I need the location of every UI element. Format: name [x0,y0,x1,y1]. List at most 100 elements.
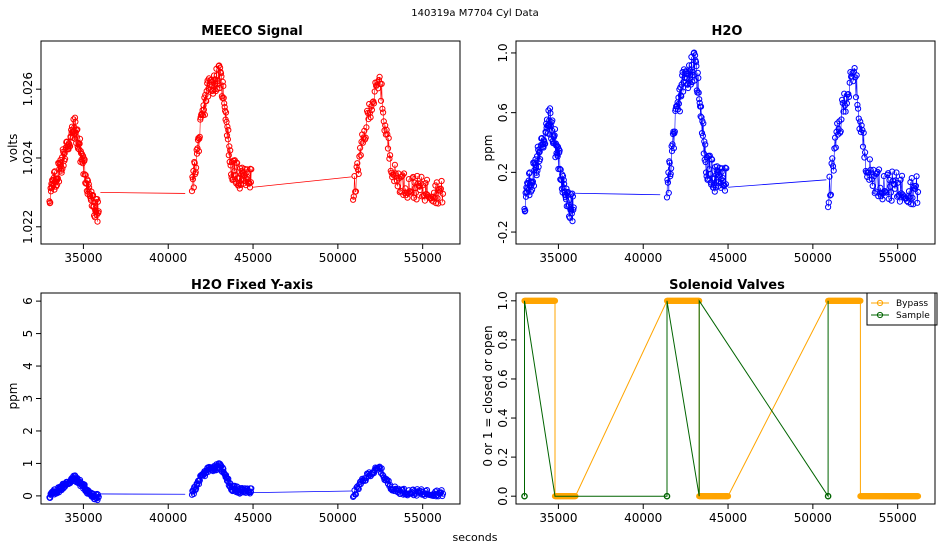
chart-title: MEECO Signal [201,24,302,39]
x-tick-label: 35000 [64,511,102,525]
plot-frame [40,40,461,245]
x-tick-label: 50000 [319,511,357,525]
x-tick-label: 40000 [149,511,187,525]
plot-area [521,49,922,225]
y-tick-label: 0.6 [496,103,510,122]
data-point [246,180,253,187]
data-point [375,464,382,471]
gap-line [575,192,661,196]
x-tick-label: 45000 [709,511,747,525]
series-line [352,76,444,204]
x-tick-label: 40000 [624,251,662,265]
data-point [223,474,230,481]
series-line [352,466,444,498]
data-point [383,126,390,133]
x-tick-label: 50000 [319,251,357,265]
x-tick-label: 35000 [64,251,102,265]
series-line [49,117,99,222]
plot-area [521,297,922,500]
chart-title: Solenoid Valves [669,278,785,293]
legend-bypass-marker [876,299,884,307]
x-tick-label: 40000 [149,251,187,265]
x-tick-label: 55000 [879,251,917,265]
series-line [191,462,252,495]
data-point [521,492,528,500]
y-tick-label: 6 [21,297,35,305]
y-tick-label: 5 [21,330,35,338]
x-tick-label: 55000 [404,511,442,525]
gap-line [253,490,352,494]
gap-line [253,176,352,188]
x-tick-label: 35000 [539,511,577,525]
y-axis-label: ppm [481,135,495,162]
x-tick-label: 40000 [624,511,662,525]
y-axis-label: 0 or 1 = closed or open [481,325,495,466]
data-point [824,492,832,500]
y-tick-label: 1.026 [21,72,35,106]
chart-title: H2O [712,24,743,39]
y-tick-label: 3 [21,395,35,403]
data-point [882,188,889,195]
y-tick-label: 0.8 [496,330,510,349]
y-tick-label: 1.0 [496,291,510,310]
figure-suptitle: 140319a M7704 Cyl Data [411,8,538,19]
y-tick-label: 2 [21,427,35,435]
series-line [191,64,252,192]
y-tick-label: 0.0 [496,487,510,506]
y-tick-label: -0.2 [496,220,510,243]
y-tick-label: 0.2 [496,448,510,467]
x-tick-label: 50000 [794,511,832,525]
data-point [663,492,671,500]
chart-h2o-fixed-y-axis: H2O Fixed Y-axis ppm 35000 40000 45000 5000… [6,278,461,525]
y-tick-label: 0 [21,492,35,500]
y-tick-label: 0.4 [496,408,510,427]
x-tick-label: 45000 [709,251,747,265]
chart-h2o: H2O ppm 35000 40000 45000 50000 55000 -0.2 0.2… [481,24,936,265]
chart-meeco-signal: MEECO Signal volts 35000 40000 45000 50000 5… [6,24,461,265]
y-tick-label: 0.2 [496,163,510,182]
y-tick-label: 1.0 [496,43,510,62]
figure-xlabel: seconds [453,531,498,544]
chart-title: H2O Fixed Y-axis [191,278,313,293]
data-point [825,204,832,211]
legend-bypass-label: Bypass [896,299,928,309]
data-point [438,487,445,494]
y-tick-label: 1.022 [21,210,35,244]
data-point [845,91,852,98]
x-tick-label: 55000 [879,511,917,525]
series-line [827,68,919,208]
data-point [914,493,922,500]
series-line [49,475,99,501]
y-tick-label: 1.024 [21,141,35,175]
chart-solenoid-valves: Solenoid Valves 0 or 1 = closed or open … [481,278,938,525]
gap-line [728,179,827,188]
data-point [551,297,559,304]
legend-sample-marker [876,311,884,319]
series-line [524,108,574,222]
y-tick-label: 0.6 [496,369,510,388]
x-tick-label: 35000 [539,251,577,265]
plot-frame [515,292,936,505]
plot-frame [40,292,461,505]
x-tick-label: 50000 [794,251,832,265]
gap-line [100,191,186,194]
legend: Bypass Sample [866,292,938,326]
plot-area [46,460,447,504]
y-axis-label: volts [6,134,20,163]
legend-sample-label: Sample [896,311,930,321]
x-tick-label: 55000 [404,251,442,265]
series-line [524,299,829,498]
x-tick-label: 45000 [234,511,272,525]
data-point [350,196,357,203]
x-tick-label: 45000 [234,251,272,265]
y-tick-label: 1 [21,460,35,468]
series-line [524,300,918,497]
legend-box [866,292,938,326]
data-point [407,188,414,195]
data-point [857,297,864,304]
data-point [439,490,447,497]
y-axis-label: ppm [6,383,20,410]
y-tick-label: 4 [21,362,35,370]
plot-frame [515,40,936,245]
